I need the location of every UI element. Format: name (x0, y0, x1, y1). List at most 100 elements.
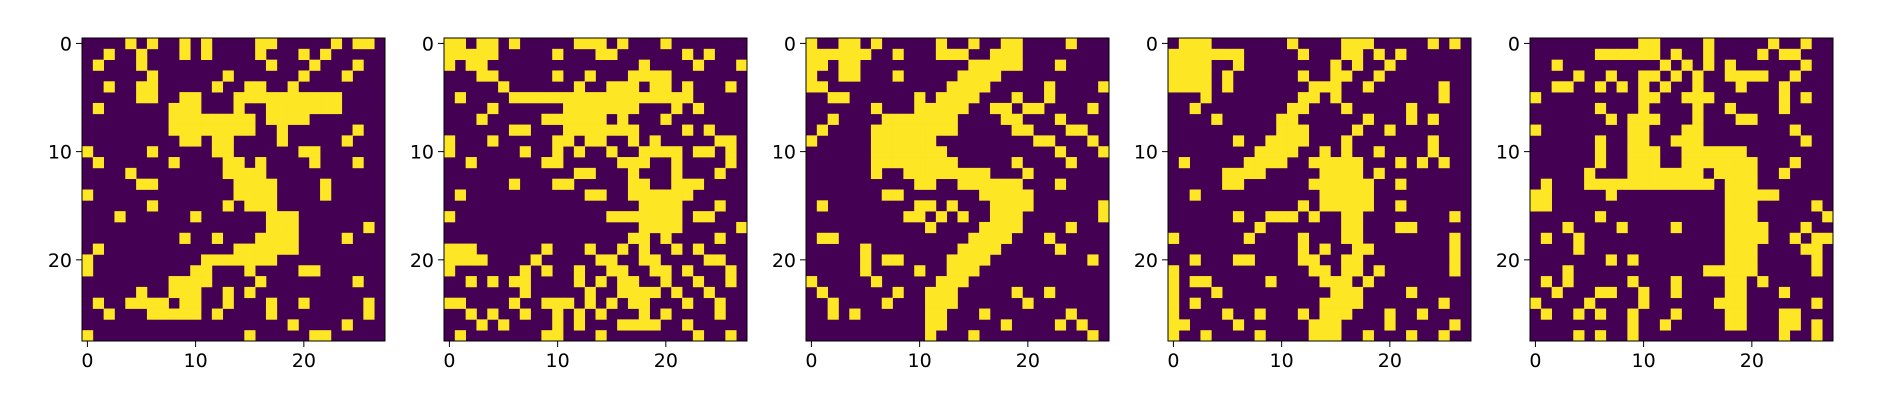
heatmap-cell (725, 330, 737, 342)
heatmap-cell (363, 221, 375, 234)
heatmap-cell (1297, 124, 1310, 136)
heatmap-cell (1395, 200, 1407, 212)
heatmap-cell (1044, 232, 1056, 244)
heatmap-cell (1692, 113, 1704, 125)
heatmap-cell (1000, 113, 1012, 125)
axes-frame (443, 37, 748, 342)
heatmap-cell (1168, 81, 1180, 93)
heatmap-cell (125, 38, 137, 50)
heatmap-cell (1011, 113, 1023, 125)
heatmap-cell (692, 330, 705, 342)
heatmap-cell (1692, 102, 1704, 115)
heatmap-cell (1416, 157, 1429, 169)
heatmap-cell (957, 81, 969, 93)
heatmap-cell (1746, 254, 1758, 266)
heatmap-cell (914, 113, 926, 125)
heatmap-cell (1178, 157, 1190, 169)
heatmap-cell (584, 70, 596, 82)
heatmap-cell (1778, 308, 1791, 320)
heatmap-cell (703, 48, 715, 60)
x-tick-label: 0 (805, 350, 817, 372)
heatmap-cell (638, 92, 650, 104)
heatmap-cell (1724, 200, 1736, 212)
heatmap-cell (660, 38, 672, 50)
heatmap-cell (1189, 276, 1201, 288)
heatmap-cell (1724, 189, 1736, 201)
heatmap-cell (617, 113, 629, 125)
heatmap-cell (1735, 276, 1747, 288)
heatmap-cell (519, 146, 531, 158)
heatmap-cell (1768, 189, 1780, 201)
heatmap-cell (946, 102, 958, 115)
heatmap-cell (979, 308, 991, 320)
heatmap-cell (1735, 81, 1747, 93)
heatmap-cell (660, 200, 672, 212)
heatmap-cell (957, 48, 969, 60)
heatmap-cell (1562, 221, 1574, 234)
heatmap-cell (1308, 81, 1320, 93)
heatmap-cell (1330, 81, 1342, 93)
heatmap-cell (838, 92, 850, 104)
heatmap-cell (363, 308, 375, 320)
heatmap-cell (584, 38, 596, 50)
heatmap-cell (1254, 308, 1266, 320)
heatmap-cell (146, 297, 159, 309)
heatmap-cell (935, 102, 948, 115)
heatmap-cell (979, 178, 991, 190)
heatmap-cell (881, 157, 893, 169)
heatmap-cell (1065, 38, 1077, 50)
heatmap-cell (1638, 81, 1650, 93)
heatmap-cell (508, 92, 521, 104)
heatmap-cell (1735, 297, 1747, 309)
heatmap-cell (1276, 135, 1288, 147)
heatmap-cell (1351, 265, 1364, 277)
heatmap-cell (595, 189, 607, 201)
heatmap-cell (957, 92, 969, 104)
heatmap-cell (925, 221, 937, 234)
heatmap-cell (1168, 70, 1180, 82)
heatmap-cell (1638, 113, 1650, 125)
heatmap-cell (714, 254, 726, 266)
heatmap-cell (146, 200, 159, 212)
heatmap-cell (265, 211, 278, 223)
heatmap-cell (1351, 286, 1364, 299)
heatmap-cell (660, 146, 672, 158)
heatmap-cell (1232, 178, 1245, 190)
heatmap-cell (914, 135, 926, 147)
heatmap-cell (444, 135, 456, 147)
heatmap-cell (935, 167, 948, 180)
heatmap-cell (957, 102, 969, 115)
heatmap-cell (1232, 48, 1245, 60)
heatmap-cell (1362, 243, 1374, 255)
heatmap-cell (1811, 319, 1823, 331)
heatmap-cell (1573, 70, 1585, 82)
heatmap-cell (1627, 157, 1639, 169)
heatmap-cell (1200, 276, 1212, 288)
heatmap-cell (1287, 135, 1299, 147)
heatmap-cell (92, 157, 104, 169)
heatmap-cell (211, 254, 224, 266)
heatmap-cell (1308, 330, 1320, 342)
heatmap-cell (255, 178, 267, 190)
heatmap-cell (1022, 102, 1034, 115)
heatmap-cell (660, 232, 672, 244)
heatmap-cell (881, 146, 893, 158)
heatmap-cell (1065, 308, 1077, 320)
heatmap-cell (1670, 48, 1682, 60)
heatmap-cell (946, 92, 958, 104)
heatmap-cell (125, 297, 137, 309)
heatmap-cell (1605, 70, 1617, 82)
heatmap-cell (1330, 330, 1342, 342)
heatmap-cell (1757, 189, 1769, 201)
heatmap-cell (1341, 211, 1353, 223)
heatmap-cell (1178, 81, 1190, 93)
x-tick-label: 0 (1529, 350, 1541, 372)
heatmap-cell (265, 243, 278, 255)
heatmap-cell (352, 157, 364, 169)
heatmap-cell (1735, 113, 1747, 125)
heatmap-cell (1178, 70, 1190, 82)
heatmap-cell (1627, 254, 1639, 266)
heatmap-cell (903, 124, 915, 136)
heatmap-cell (1427, 146, 1439, 158)
heatmap-cell (476, 38, 488, 50)
